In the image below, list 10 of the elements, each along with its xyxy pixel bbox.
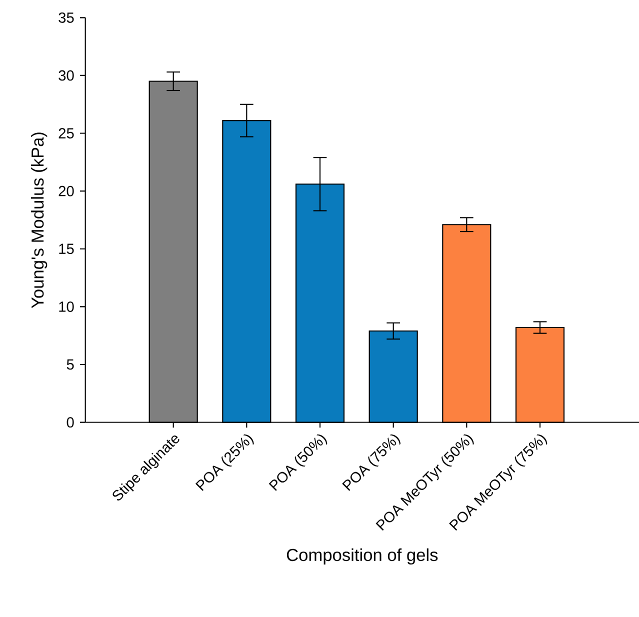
y-axis-title: Young's Modulus (kPa) — [30, 132, 48, 308]
x-axis-title: Composition of gels — [286, 548, 438, 565]
y-tick-label: 5 — [66, 359, 74, 370]
y-tick-label: 30 — [58, 70, 74, 81]
y-tick-label: 10 — [59, 302, 74, 312]
y-tick-label: 15 — [59, 244, 74, 254]
y-tick-label: 25 — [58, 128, 74, 138]
y-tick-label: 35 — [58, 12, 74, 23]
y-tick-label: 20 — [58, 186, 74, 196]
y-tick-label: 0 — [66, 417, 74, 428]
